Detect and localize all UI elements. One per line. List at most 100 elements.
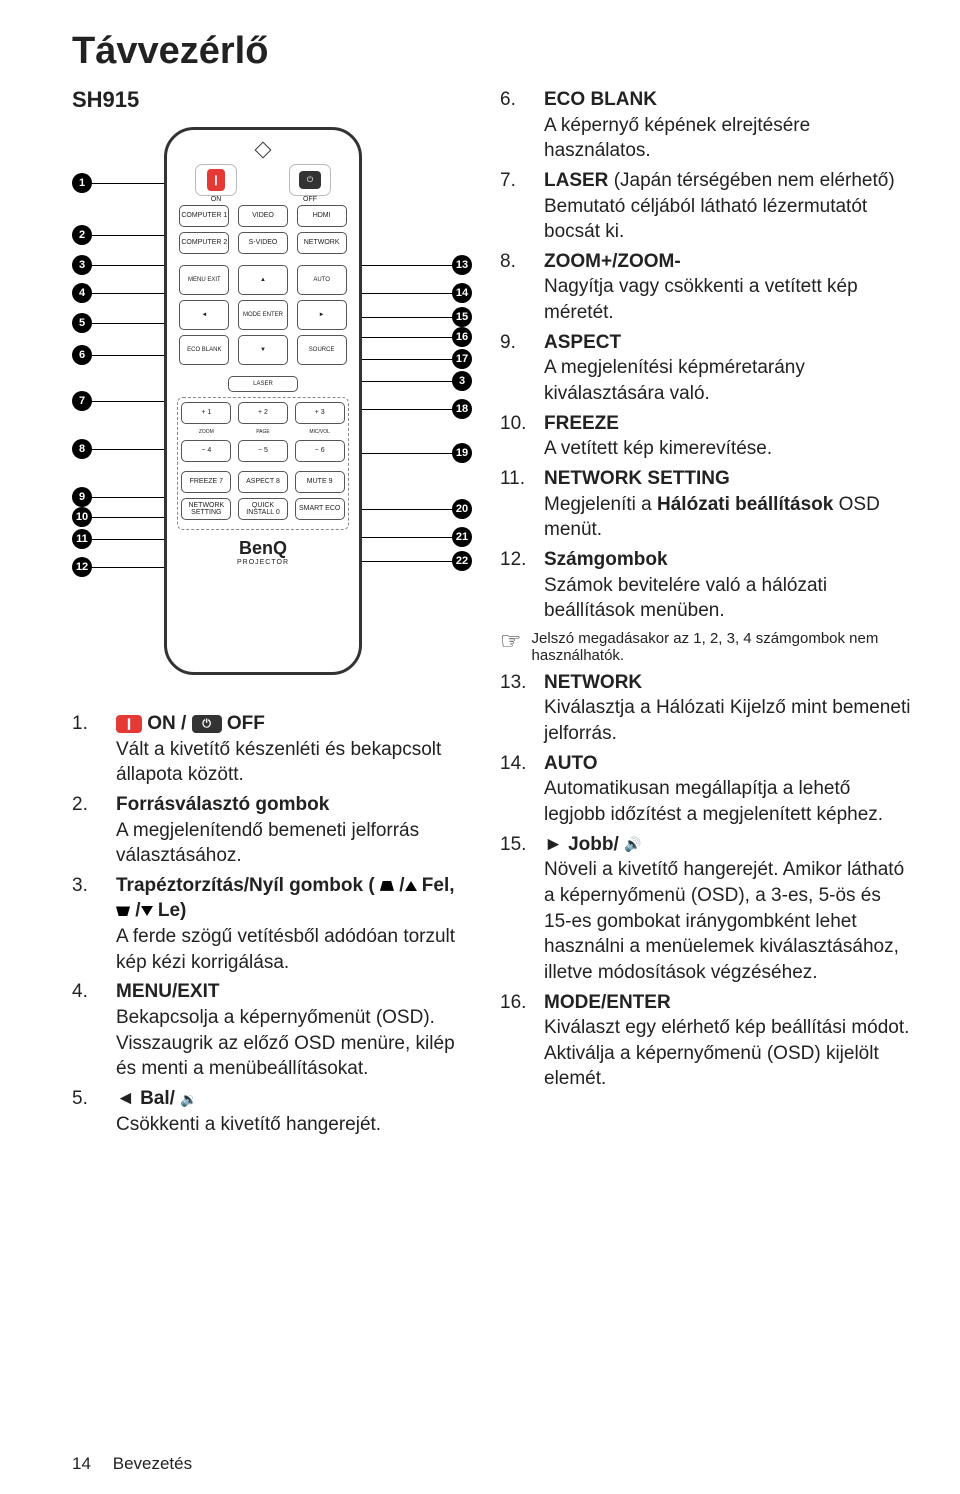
callout-18: 18 xyxy=(452,399,472,419)
desc-num: 3. xyxy=(72,873,116,976)
desc-body: ZOOM+/ZOOM-Nagyítja vagy csökkenti a vet… xyxy=(544,249,912,326)
menu-exit-button[interactable]: MENU EXIT xyxy=(179,265,229,295)
desc-item: 7.LASER (Japán térségében nem elérhető)B… xyxy=(500,168,912,245)
desc-item: 11.NETWORK SETTINGMegjeleníti a Hálózati… xyxy=(500,466,912,543)
hand-icon: ☞ xyxy=(500,630,522,654)
callout-13: 13 xyxy=(452,255,472,275)
aspect-button[interactable]: ASPECT 8 xyxy=(238,471,288,493)
page-number: 14 xyxy=(72,1454,108,1474)
laser-lens-icon xyxy=(255,142,272,159)
computer2-button[interactable]: COMPUTER 2 xyxy=(179,232,229,254)
page-plus-button[interactable]: + 2 xyxy=(238,402,288,424)
callout-5: 5 xyxy=(72,313,92,333)
smart-eco-button[interactable]: SMART ECO xyxy=(295,498,345,520)
desc-num: 13. xyxy=(500,670,544,747)
desc-body: ASPECTA megjelenítési képméretarány kivá… xyxy=(544,330,912,407)
desc-num: 5. xyxy=(72,1086,116,1137)
on-icon: ❙ xyxy=(116,715,142,733)
desc-body: LASER (Japán térségében nem elérhető)Bem… xyxy=(544,168,912,245)
off-button[interactable]: ⏻ xyxy=(289,164,331,196)
callout-10: 10 xyxy=(72,507,92,527)
desc-num: 9. xyxy=(500,330,544,407)
volume-up-icon: 🔊 xyxy=(624,835,641,854)
desc-num: 14. xyxy=(500,751,544,828)
desc-body: ECO BLANKA képernyő képének elrejtésére … xyxy=(544,87,912,164)
right-description-list-2: 13.NETWORKKiválasztja a Hálózati Kijelző… xyxy=(500,670,912,1092)
down-button[interactable]: ▼ xyxy=(238,335,288,365)
desc-num: 11. xyxy=(500,466,544,543)
left-button[interactable]: ◄ xyxy=(179,300,229,330)
callout-15: 15 xyxy=(452,307,472,327)
mode-enter-button[interactable]: MODE ENTER xyxy=(238,300,288,330)
zoom-plus-button[interactable]: + 1 xyxy=(181,402,231,424)
model-label: SH915 xyxy=(72,87,472,113)
desc-num: 16. xyxy=(500,990,544,1093)
source-button[interactable]: SOURCE xyxy=(297,335,347,365)
right-button[interactable]: ► xyxy=(297,300,347,330)
desc-num: 4. xyxy=(72,979,116,1082)
zoom-minus-button[interactable]: − 4 xyxy=(181,440,231,462)
callout-20: 20 xyxy=(452,499,472,519)
desc-item: 3.Trapéztorzítás/Nyíl gombok ( / Fel, / … xyxy=(72,873,472,976)
desc-body: MENU/EXITBekapcsolja a képernyőmenüt (OS… xyxy=(116,979,472,1082)
volume-down-icon: 🔉 xyxy=(180,1090,197,1109)
on-button[interactable]: ❙ xyxy=(195,164,237,196)
keystone-up-icon xyxy=(380,881,394,891)
desc-body: Forrásválasztó gombokA megjelenítendő be… xyxy=(116,792,472,869)
desc-num: 12. xyxy=(500,547,544,624)
callout-1: 1 xyxy=(72,173,92,193)
network-button[interactable]: NETWORK xyxy=(297,232,347,254)
eco-blank-button[interactable]: ECO BLANK xyxy=(179,335,229,365)
video-button[interactable]: VIDEO xyxy=(238,205,288,227)
micvol-minus-button[interactable]: − 6 xyxy=(295,440,345,462)
micvol-plus-button[interactable]: + 3 xyxy=(295,402,345,424)
desc-num: 1. xyxy=(72,711,116,788)
desc-item: 2.Forrásválasztó gombokA megjelenítendő … xyxy=(72,792,472,869)
desc-item: 15.► Jobb/ 🔊Növeli a kivetítő hangerejét… xyxy=(500,832,912,986)
callout-21: 21 xyxy=(452,527,472,547)
remote-body: ❙ ON ⏻ OFF COMPUTER 1 VIDEO HDMI COMPUTE… xyxy=(164,127,362,675)
desc-item: 9.ASPECTA megjelenítési képméretarány ki… xyxy=(500,330,912,407)
quick-install-button[interactable]: QUICK INSTALL 0 xyxy=(238,498,288,520)
callout-3b: 3 xyxy=(452,371,472,391)
callout-11: 11 xyxy=(72,529,92,549)
auto-button[interactable]: AUTO xyxy=(297,265,347,295)
arrow-down-icon xyxy=(141,906,153,916)
brand-label: BenQ xyxy=(177,538,349,559)
callout-4: 4 xyxy=(72,283,92,303)
desc-body: ❙ ON / ⏻ OFFVált a kivetítő készenléti é… xyxy=(116,711,472,788)
desc-item: 8.ZOOM+/ZOOM-Nagyítja vagy csökkenti a v… xyxy=(500,249,912,326)
desc-item: 16.MODE/ENTERKiválaszt egy elérhető kép … xyxy=(500,990,912,1093)
callout-22: 22 xyxy=(452,551,472,571)
desc-item: 5.◄ Bal/ 🔉Csökkenti a kivetítő hangerejé… xyxy=(72,1086,472,1137)
off-icon: ⏻ xyxy=(192,715,222,733)
desc-body: AUTOAutomatikusan megállapítja a lehető … xyxy=(544,751,912,828)
callout-3: 3 xyxy=(72,255,92,275)
callout-12: 12 xyxy=(72,557,92,577)
brand-sub-label: PROJECTOR xyxy=(177,559,349,566)
desc-item: 14.AUTOAutomatikusan megállapítja a lehe… xyxy=(500,751,912,828)
laser-button[interactable]: LASER xyxy=(228,376,298,392)
note-row: ☞ Jelszó megadásakor az 1, 2, 3, 4 számg… xyxy=(500,630,912,664)
desc-num: 2. xyxy=(72,792,116,869)
right-description-list: 6.ECO BLANKA képernyő képének elrejtésér… xyxy=(500,87,912,624)
desc-num: 7. xyxy=(500,168,544,245)
network-setting-button[interactable]: NETWORK SETTING xyxy=(181,498,231,520)
mute-button[interactable]: MUTE 9 xyxy=(295,471,345,493)
page-footer: 14 Bevezetés xyxy=(72,1454,192,1474)
page-minus-button[interactable]: − 5 xyxy=(238,440,288,462)
left-description-list: 1.❙ ON / ⏻ OFFVált a kivetítő készenléti… xyxy=(72,711,472,1137)
freeze-button[interactable]: FREEZE 7 xyxy=(181,471,231,493)
computer1-button[interactable]: COMPUTER 1 xyxy=(179,205,229,227)
hdmi-button[interactable]: HDMI xyxy=(297,205,347,227)
callout-16: 16 xyxy=(452,327,472,347)
footer-section: Bevezetés xyxy=(113,1454,192,1473)
up-button[interactable]: ▲ xyxy=(238,265,288,295)
desc-body: SzámgombokSzámok bevitelére való a hálóz… xyxy=(544,547,912,624)
svideo-button[interactable]: S-VIDEO xyxy=(238,232,288,254)
on-label: ON xyxy=(195,196,237,203)
note-text: Jelszó megadásakor az 1, 2, 3, 4 számgom… xyxy=(532,630,912,664)
desc-body: ► Jobb/ 🔊Növeli a kivetítő hangerejét. A… xyxy=(544,832,912,986)
desc-body: FREEZEA vetített kép kimerevítése. xyxy=(544,411,912,462)
desc-item: 4.MENU/EXITBekapcsolja a képernyőmenüt (… xyxy=(72,979,472,1082)
